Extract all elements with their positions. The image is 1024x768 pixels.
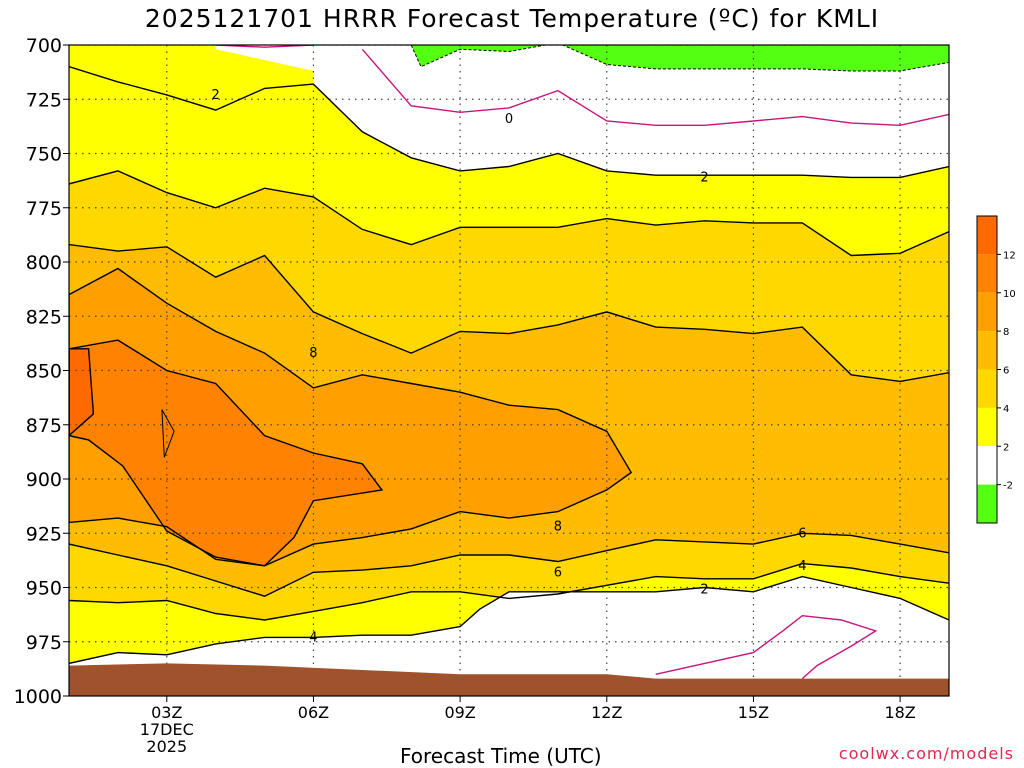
band-fill (161, 409, 175, 458)
y-tick-label: 975 (26, 632, 62, 654)
y-tick-label: 825 (26, 306, 62, 328)
x-tick-label: 15Z (738, 703, 769, 722)
colorbar-swatch (977, 254, 997, 293)
contour-label: 2 (212, 88, 220, 103)
x-tick-label: 06Z (298, 703, 329, 722)
contour-label: 4 (798, 559, 806, 574)
isotherm-line (69, 348, 95, 437)
colorbar-swatch (977, 369, 997, 408)
x-tick-label: 18Z (884, 703, 915, 722)
colorbar-swatch (977, 484, 997, 523)
chart-title: 2025121701 HRRR Forecast Temperature (ºC… (144, 4, 880, 33)
contour-label: 2 (700, 170, 708, 185)
plot-area: 2 0 2 8 8 6 6 4 2 4 (69, 45, 949, 696)
colorbar-label: 4 (1003, 404, 1009, 415)
band-fill (69, 348, 94, 436)
y-tick-label: 800 (26, 252, 62, 274)
colorbar-swatch (977, 292, 997, 332)
ground-fill (69, 663, 949, 696)
isotherm-line (361, 48, 949, 127)
isotherm-line (655, 614, 878, 680)
y-tick-label: 875 (26, 415, 62, 437)
band-fill (215, 45, 314, 71)
y-tick-label: 900 (26, 469, 62, 491)
colorbar-label: 8 (1003, 327, 1009, 338)
colorbar-swatch (977, 331, 997, 370)
isotherm-line (69, 66, 949, 179)
y-tick-label: 925 (26, 523, 62, 545)
x-tick-sublabel: 2025 (146, 737, 187, 756)
isotherm-line (69, 562, 949, 621)
contour-label: 2 (700, 583, 708, 598)
colorbar-label: 10 (1003, 289, 1016, 300)
x-tick-label: 09Z (444, 703, 475, 722)
y-tick-label: 850 (26, 361, 62, 383)
x-tick-label: 12Z (591, 703, 622, 722)
y-tick-label: 1000 (14, 686, 62, 708)
band-fill (313, 45, 949, 178)
y-tick-label: 950 (26, 578, 62, 600)
isotherm-line (69, 532, 949, 597)
contour-label: 4 (309, 630, 317, 645)
cold-region (410, 45, 949, 72)
band-fill (636, 578, 949, 696)
colorbar-label: 12 (1003, 250, 1016, 261)
y-tick-label: 725 (26, 89, 62, 111)
contour-label: 6 (798, 526, 806, 541)
isotherm-line (69, 575, 949, 665)
contour-label: 8 (554, 520, 562, 535)
colorbar-swatch (977, 216, 997, 255)
x-tick-label: 03Z (151, 703, 182, 722)
y-tick-label: 750 (26, 144, 62, 166)
colorbar-label: 2 (1003, 442, 1009, 453)
colorbar-label: 6 (1003, 366, 1009, 377)
isotherm-line (69, 267, 633, 567)
isotherm-line (215, 45, 314, 48)
colorbar-swatch (977, 446, 997, 485)
y-tick-label: 700 (26, 35, 62, 57)
isotherm-line (69, 243, 949, 383)
isotherm-line (69, 339, 384, 567)
contour-label: 6 (554, 565, 562, 580)
x-tick-sublabel: 17DEC (140, 720, 194, 739)
contour-label: 8 (309, 346, 317, 361)
y-tick-label: 775 (26, 198, 62, 220)
source-credit: coolwx.com/models (838, 744, 1014, 763)
band-fill (69, 340, 382, 566)
isotherm-line (69, 170, 949, 257)
colorbar-label: -2 (1003, 481, 1013, 492)
colorbar-swatch (977, 407, 997, 447)
x-axis-label: Forecast Time (UTC) (400, 744, 602, 768)
contour-label: 0 (505, 112, 513, 127)
